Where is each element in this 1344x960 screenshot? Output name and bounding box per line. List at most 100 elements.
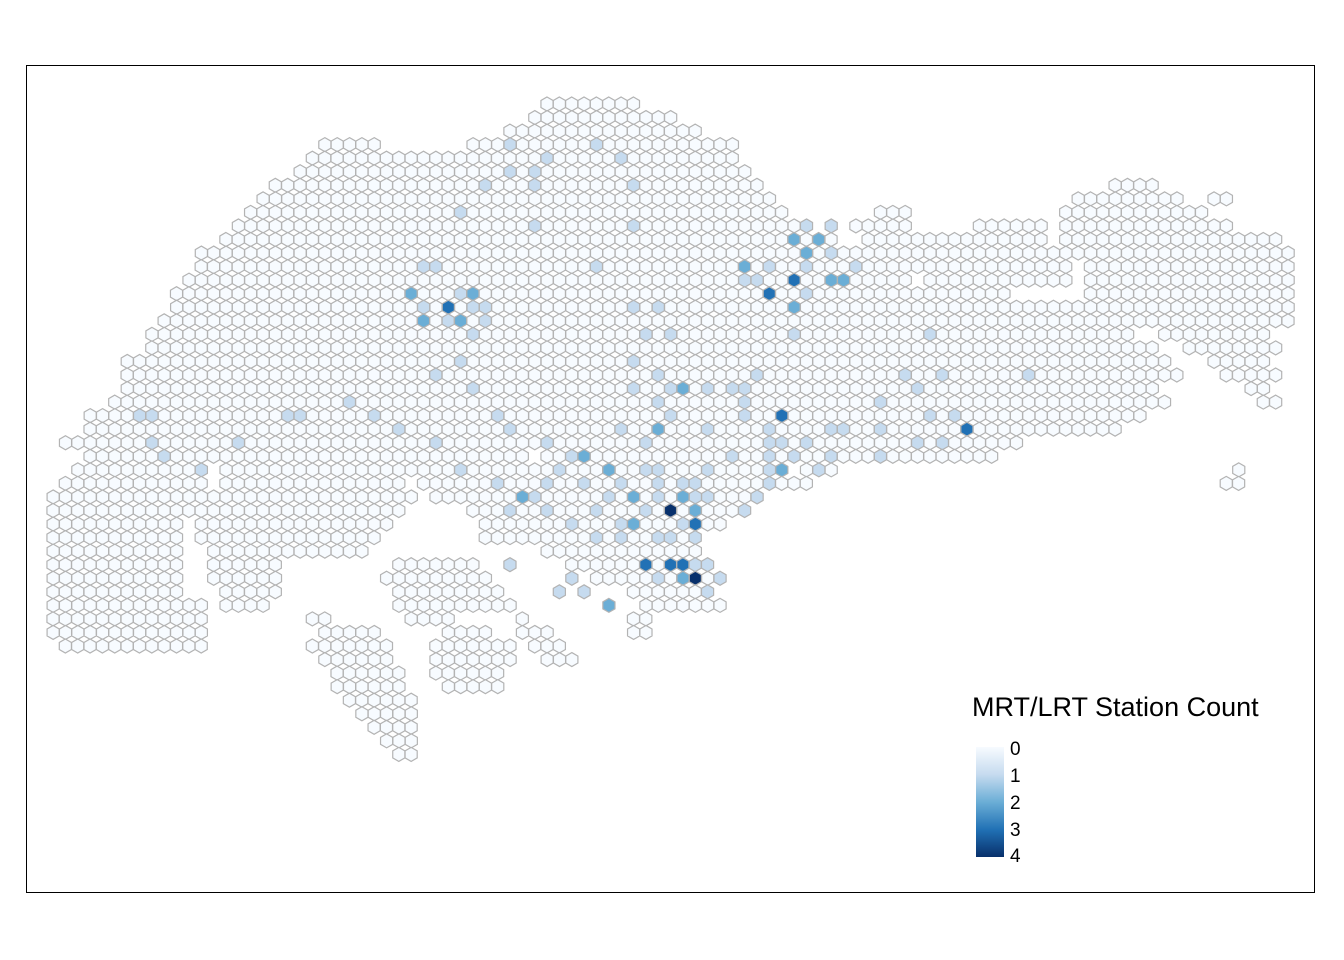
hex-cell bbox=[478, 191, 493, 207]
hex-cell bbox=[614, 435, 628, 451]
hex-cell bbox=[540, 421, 554, 437]
hex-cell bbox=[392, 489, 406, 505]
hex-cell bbox=[268, 570, 283, 586]
hex-cell bbox=[1059, 313, 1073, 329]
hex-cell bbox=[972, 245, 987, 261]
hex-cell bbox=[626, 109, 641, 126]
hex-cell bbox=[244, 380, 258, 397]
hex-cell bbox=[1022, 245, 1036, 261]
hex-cell bbox=[318, 367, 332, 383]
hex-cell bbox=[799, 286, 814, 302]
hex-cell bbox=[799, 407, 814, 424]
hex-cell bbox=[256, 367, 270, 383]
hex-cell bbox=[1096, 326, 1110, 343]
hex-cell bbox=[577, 286, 591, 302]
hex-cell bbox=[379, 638, 394, 654]
hex-cell bbox=[429, 326, 443, 343]
hex-cell bbox=[1120, 313, 1135, 329]
hex-cell bbox=[725, 475, 739, 492]
hex-cell bbox=[280, 313, 295, 329]
hex-cell bbox=[836, 245, 851, 261]
hex-cell bbox=[404, 245, 418, 261]
hex-cell bbox=[478, 380, 493, 397]
hex-cell bbox=[466, 665, 480, 681]
hex-cell bbox=[169, 529, 184, 546]
hex-cell bbox=[355, 245, 369, 261]
hex-cell bbox=[280, 258, 295, 275]
hex-cell bbox=[886, 204, 900, 221]
legend-tick-4: 4 bbox=[1010, 846, 1021, 867]
hex-cell bbox=[441, 353, 456, 370]
hex-cell bbox=[614, 394, 628, 410]
hex-cell bbox=[206, 258, 221, 275]
hex-cell bbox=[268, 435, 283, 451]
hex-cell bbox=[898, 394, 912, 410]
hex-cell bbox=[404, 421, 418, 437]
hex-cell bbox=[626, 557, 641, 573]
hex-cell bbox=[219, 286, 233, 302]
hex-cell bbox=[194, 462, 209, 478]
hex-cell bbox=[923, 394, 937, 410]
hex-cell bbox=[725, 380, 740, 397]
hex-cell bbox=[861, 313, 875, 329]
hex-cell bbox=[540, 462, 554, 478]
hex-cell bbox=[367, 475, 381, 492]
hex-cell bbox=[589, 407, 604, 424]
hex-cell bbox=[1083, 231, 1098, 248]
hex-cell bbox=[392, 597, 406, 614]
hex-cell bbox=[454, 380, 468, 397]
hex-cell bbox=[231, 407, 246, 424]
hex-cell bbox=[219, 245, 233, 261]
hex-cell bbox=[1256, 299, 1271, 315]
hex-cell bbox=[1157, 218, 1172, 234]
hex-cell bbox=[577, 421, 591, 437]
hex-cell bbox=[503, 286, 517, 302]
hex-cell bbox=[1022, 380, 1036, 397]
hex-cell bbox=[120, 570, 134, 586]
hex-cell bbox=[651, 584, 665, 600]
hex-cell bbox=[589, 150, 604, 166]
hex-cell bbox=[713, 394, 727, 410]
hex-cell bbox=[651, 204, 665, 221]
hex-cell bbox=[589, 448, 604, 464]
hex-cell bbox=[503, 204, 517, 221]
hex-cell bbox=[565, 353, 579, 370]
hex-cell bbox=[923, 326, 937, 343]
hex-cell bbox=[1096, 258, 1110, 275]
hex-cell bbox=[454, 407, 468, 424]
hex-cell bbox=[651, 597, 665, 614]
hex-cell bbox=[528, 164, 542, 180]
hex-cell bbox=[688, 489, 703, 505]
hex-cell bbox=[441, 204, 455, 221]
hex-cell bbox=[651, 231, 665, 248]
hex-cell bbox=[812, 340, 826, 356]
hex-cell bbox=[503, 475, 517, 492]
hex-cell bbox=[182, 407, 196, 424]
hex-cell bbox=[453, 231, 468, 248]
hex-cell bbox=[688, 584, 702, 600]
hex-cell bbox=[503, 638, 517, 654]
hex-cell bbox=[281, 407, 295, 424]
hex-cell bbox=[947, 367, 962, 383]
hex-cell bbox=[639, 624, 653, 641]
hex-cell bbox=[108, 394, 122, 410]
hex-cell bbox=[713, 475, 727, 492]
hex-cell bbox=[342, 448, 357, 464]
hex-cell bbox=[812, 272, 826, 288]
hex-cell bbox=[676, 123, 690, 139]
hex-cell bbox=[243, 204, 258, 221]
hex-cell bbox=[95, 421, 110, 437]
hex-cell bbox=[626, 624, 641, 641]
hex-cell bbox=[429, 150, 443, 166]
hex-cell bbox=[503, 651, 517, 668]
hex-cell bbox=[565, 421, 579, 437]
hex-cell bbox=[1009, 367, 1023, 383]
hex-cell bbox=[614, 340, 628, 356]
hex-cell bbox=[602, 421, 616, 437]
hex-cell bbox=[614, 245, 628, 261]
hex-cell bbox=[256, 489, 270, 505]
hex-cell bbox=[836, 258, 851, 275]
hex-cell bbox=[1219, 475, 1233, 492]
hex-cell bbox=[1145, 313, 1159, 329]
hex-cell bbox=[985, 218, 999, 234]
